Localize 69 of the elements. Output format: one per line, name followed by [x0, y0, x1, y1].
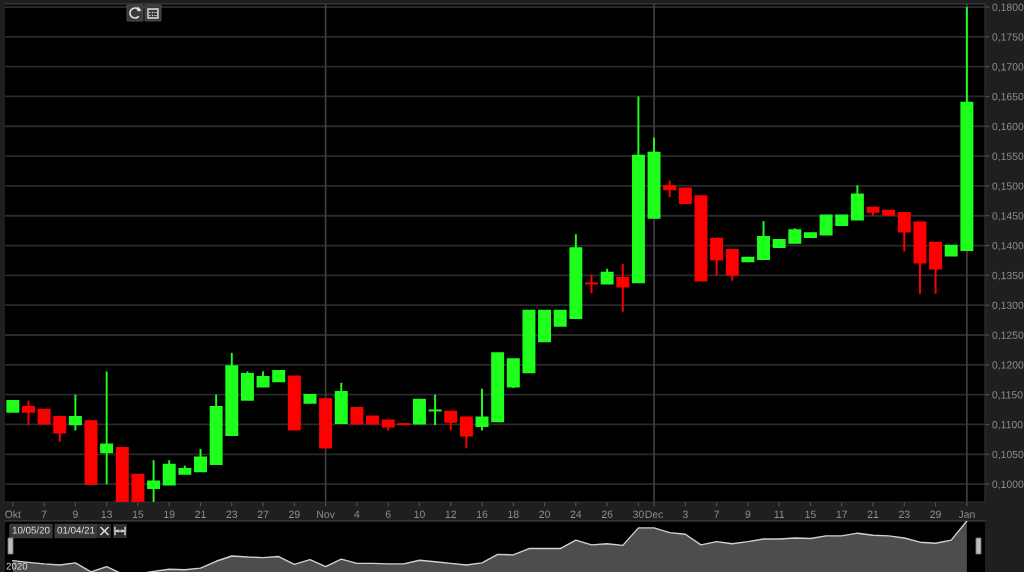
- annotation: 2020: [6, 562, 28, 570]
- x-tick-label: 9: [72, 510, 78, 518]
- x-tick-label: 9: [745, 510, 751, 518]
- x-tick-label: 18: [508, 510, 519, 518]
- candlestick: [68, 393, 82, 432]
- x-tick-label: 15: [805, 510, 816, 518]
- candlestick: [162, 459, 176, 486]
- y-tick-label: 0,1300: [992, 301, 1024, 311]
- y-tick-label: 0,1600: [992, 122, 1024, 132]
- y-tick-label: 0,1400: [992, 242, 1024, 251]
- annotation: 10/05/20: [12, 526, 50, 534]
- x-tick-label: 16: [477, 510, 488, 518]
- y-tick-label: 0,1800: [992, 3, 1024, 13]
- y-tick-label: 0,1500: [992, 182, 1024, 192]
- annotation: 01/04/21: [57, 526, 95, 534]
- y-tick-label: 0,1050: [992, 450, 1024, 460]
- x-tick-label: 17: [836, 510, 848, 518]
- x-tick-label: 6: [385, 510, 391, 518]
- candlestick: [757, 220, 771, 261]
- x-tick-label: 12: [445, 510, 457, 518]
- x-tick-label: 15: [132, 510, 144, 518]
- x-tick-label: Dec: [645, 510, 664, 518]
- x-tick-label: Nov: [317, 510, 335, 518]
- candlestick: [194, 447, 207, 473]
- candlestick: [53, 415, 67, 443]
- y-tick-label: 0,1550: [992, 152, 1024, 162]
- y-tick-label: 0,1450: [992, 212, 1024, 221]
- x-tick-label: 27: [257, 510, 269, 518]
- y-tick-label: 0,1000: [992, 480, 1024, 490]
- y-tick-label: 0,1150: [992, 391, 1023, 400]
- x-tick-label: 19: [164, 510, 175, 518]
- candlestick: [819, 214, 833, 236]
- candlestick: [444, 410, 458, 432]
- x-tick-label: 26: [601, 510, 613, 518]
- candlestick: [897, 211, 911, 253]
- x-tick-label: 13: [101, 510, 112, 518]
- x-tick-label: 10: [414, 510, 425, 518]
- x-tick-label: 7: [41, 510, 47, 518]
- x-tick-label: Okt: [5, 510, 21, 518]
- candlestick: [21, 399, 35, 427]
- y-tick-label: 0,1650: [992, 92, 1024, 102]
- y-tick-label: 0,1750: [992, 33, 1024, 42]
- candlestick: [585, 273, 598, 295]
- candlestick: [428, 393, 442, 427]
- x-tick-label: 29: [289, 510, 300, 518]
- candlestick: [475, 387, 489, 432]
- x-tick-label: 29: [930, 510, 941, 518]
- y-tick-label: 0,1250: [992, 331, 1024, 341]
- x-tick-label: 4: [354, 510, 360, 518]
- x-tick-label: 21: [867, 510, 879, 518]
- x-tick-label: 24: [570, 510, 582, 518]
- x-tick-label: 3: [682, 510, 688, 518]
- x-tick-label: 23: [226, 510, 238, 518]
- x-tick-label: 11: [774, 510, 785, 518]
- candlestick: [100, 370, 114, 486]
- y-tick-label: 0,1700: [992, 63, 1024, 72]
- candlestick: [147, 459, 161, 502]
- x-tick-label: 7: [714, 510, 719, 518]
- x-tick-label: 30: [633, 510, 644, 518]
- y-tick-label: 0,1100: [992, 420, 1023, 430]
- y-tick-label: 0,1200: [992, 361, 1024, 370]
- x-tick-label: 21: [195, 510, 206, 518]
- candlestick: [459, 416, 473, 450]
- candlestick: [616, 263, 630, 313]
- x-tick-label: Jan: [958, 510, 975, 518]
- candlestick: [710, 237, 724, 277]
- y-tick-label: 0,1350: [992, 271, 1024, 281]
- x-tick-label: 23: [899, 510, 910, 518]
- x-tick-label: 20: [539, 510, 550, 518]
